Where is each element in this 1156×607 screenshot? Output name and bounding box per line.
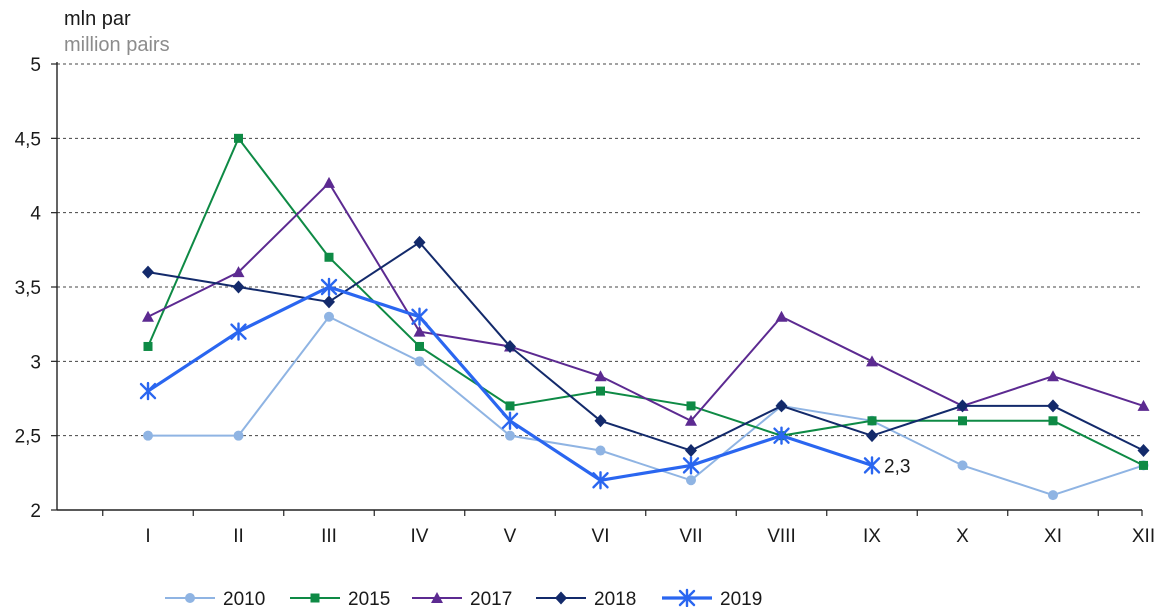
legend-label: 2018: [594, 589, 636, 607]
legend-item-2010: 2010: [165, 589, 265, 607]
data-point: [501, 411, 519, 430]
series-line: [147, 285, 873, 482]
data-point: [866, 355, 878, 367]
data-point: [686, 401, 696, 411]
series-2018: [142, 235, 1150, 458]
legend-item-2019: 2019: [662, 588, 762, 607]
series-line: [147, 241, 1144, 452]
data-point: [142, 265, 154, 279]
data-point: [324, 311, 334, 322]
data-point: [323, 295, 335, 309]
data-point: [686, 475, 696, 486]
data-point: [431, 592, 443, 603]
data-point: [866, 429, 878, 443]
data-point: [957, 460, 968, 471]
y-tick-label: 5: [30, 55, 41, 76]
legend-item-2018: 2018: [536, 589, 636, 607]
y-unit-label: mln par: [64, 8, 131, 30]
data-point: [413, 325, 426, 337]
data-point: [413, 235, 426, 249]
data-point: [504, 339, 516, 353]
y-tick-label: 4: [30, 204, 41, 225]
data-point: [685, 414, 697, 426]
series-line: [148, 315, 1144, 497]
data-point: [143, 430, 153, 441]
data-point: [411, 307, 428, 326]
series-2019: [139, 277, 881, 490]
data-point: [1047, 399, 1059, 413]
data-point: [682, 456, 700, 475]
data-point: [1048, 490, 1058, 501]
data-point: [230, 322, 247, 341]
data-point: [232, 280, 245, 294]
data-point: [678, 588, 696, 607]
data-point: [233, 430, 244, 441]
data-point: [505, 430, 515, 441]
data-point: [592, 471, 609, 490]
series-2015: [143, 133, 1148, 470]
x-tick-label: V: [504, 526, 517, 547]
x-tick-label: IX: [863, 526, 881, 547]
y-tick-label: 3,5: [15, 278, 41, 299]
data-label: 2,3: [884, 456, 910, 477]
data-point: [958, 416, 967, 426]
x-tick-label: I: [145, 526, 150, 547]
data-point: [185, 593, 195, 603]
data-point: [956, 399, 969, 413]
x-tick-label: IV: [411, 526, 429, 547]
data-point: [863, 456, 881, 475]
data-point: [234, 133, 243, 143]
data-point: [685, 444, 697, 458]
y-tick-label: 2,5: [15, 427, 41, 448]
data-point: [323, 176, 335, 188]
x-tick-label: XII: [1132, 526, 1155, 547]
data-point: [324, 252, 334, 262]
x-tick-label: XI: [1044, 526, 1062, 547]
legend-label: 2017: [470, 589, 512, 607]
data-point: [775, 399, 788, 413]
legend-item-2017: 2017: [412, 589, 512, 607]
data-point: [1047, 370, 1059, 382]
y-tick-label: 3: [30, 352, 41, 373]
data-point: [595, 445, 606, 456]
data-point: [867, 416, 877, 426]
legend-label: 2010: [223, 589, 265, 607]
data-point: [310, 593, 320, 603]
x-tick-label: X: [956, 526, 969, 547]
x-tick-label: VIII: [767, 526, 796, 547]
data-point: [415, 341, 424, 351]
legend-label: 2019: [720, 589, 762, 607]
data-point: [594, 414, 607, 428]
data-point: [1137, 399, 1150, 411]
data-point: [775, 310, 788, 322]
legend-label: 2015: [348, 589, 390, 607]
data-point: [596, 386, 605, 396]
data-point: [142, 310, 154, 322]
data-point: [773, 426, 790, 445]
x-tick-label: III: [321, 526, 337, 547]
x-tick-label: VI: [592, 526, 610, 547]
data-point: [320, 277, 338, 297]
data-point: [232, 266, 245, 278]
series-2017: [142, 176, 1150, 426]
series-line: [147, 181, 1144, 423]
x-tick-label: VII: [679, 526, 702, 547]
data-point: [555, 591, 567, 605]
data-point: [414, 356, 425, 367]
y-tick-label: 2: [30, 501, 41, 522]
data-point: [139, 381, 157, 401]
data-point: [143, 341, 153, 351]
data-point: [505, 401, 515, 411]
data-point: [594, 370, 607, 382]
data-point: [1048, 416, 1058, 426]
y-tick-label: 4,5: [15, 129, 41, 150]
data-point: [1137, 444, 1150, 458]
legend-item-2015: 2015: [290, 589, 390, 607]
x-tick-label: II: [233, 526, 244, 547]
y-unit-label-english: million pairs: [64, 34, 170, 56]
data-point: [1139, 460, 1148, 470]
